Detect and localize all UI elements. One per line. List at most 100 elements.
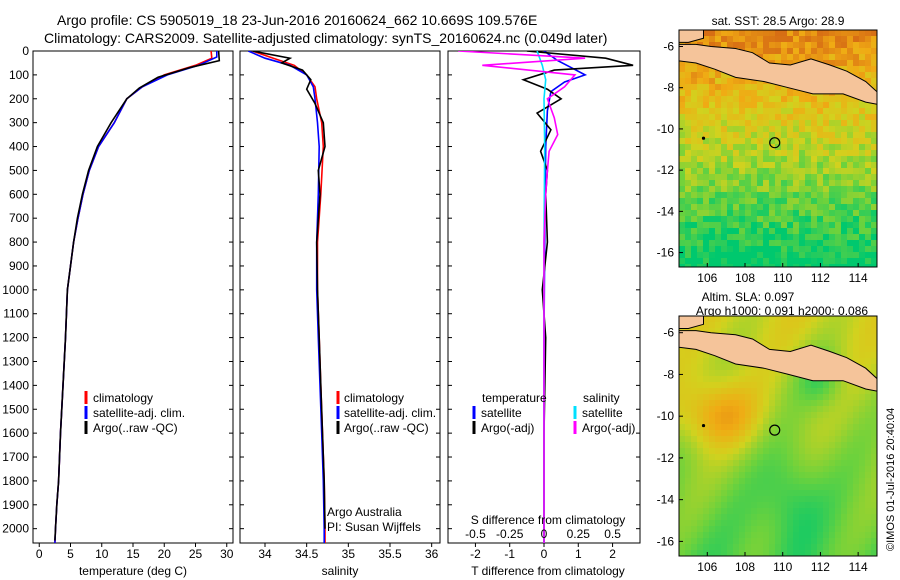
- map-cell: [733, 102, 740, 109]
- map-cell: [733, 442, 740, 449]
- map-cell: [703, 108, 710, 115]
- map-cell: [817, 538, 824, 545]
- map-cell: [841, 144, 848, 151]
- map-cell: [841, 520, 848, 527]
- y-tick-label: 1500: [2, 402, 29, 416]
- map-cell: [799, 544, 806, 551]
- map-cell: [799, 186, 806, 193]
- map-cell: [679, 78, 686, 85]
- map-cell: [811, 162, 818, 169]
- map-cell: [775, 328, 782, 335]
- map-cell: [691, 144, 698, 151]
- map-cell: [733, 144, 740, 151]
- map-cell: [865, 222, 872, 229]
- map-cell: [805, 400, 812, 407]
- map-cell: [817, 502, 824, 509]
- map-cell: [763, 240, 770, 247]
- map-cell: [847, 334, 854, 341]
- map-cell: [853, 412, 860, 419]
- map-cell: [739, 204, 746, 211]
- map-cell: [829, 484, 836, 491]
- map-cell: [709, 168, 716, 175]
- map-cell: [847, 382, 854, 389]
- map-cell: [679, 246, 686, 253]
- map-cell: [829, 138, 836, 145]
- map-cell: [739, 132, 746, 139]
- map-cell: [823, 222, 830, 229]
- map-cell: [865, 490, 872, 497]
- map-cell: [835, 334, 842, 341]
- map-cell: [811, 484, 818, 491]
- map-cell: [703, 228, 710, 235]
- map-cell: [685, 120, 692, 127]
- map-cell: [727, 168, 734, 175]
- map-cell: [697, 442, 704, 449]
- map-cell: [775, 442, 782, 449]
- map-cell: [709, 66, 716, 73]
- map-cell: [853, 400, 860, 407]
- map-cell: [715, 84, 722, 91]
- map-cell: [799, 168, 806, 175]
- map-cell: [871, 514, 877, 521]
- map-cell: [799, 30, 806, 37]
- map-cell: [703, 84, 710, 91]
- map-cell: [757, 252, 764, 259]
- map-cell: [835, 514, 842, 521]
- map-cell: [745, 400, 752, 407]
- map-cell: [751, 210, 758, 217]
- map-cell: [703, 180, 710, 187]
- map-cell: [841, 156, 848, 163]
- map-cell: [721, 544, 728, 551]
- legend-label-climatology: climatology: [93, 391, 153, 405]
- map-cell: [739, 42, 746, 49]
- map-cell: [793, 240, 800, 247]
- map-cell: [829, 508, 836, 515]
- map-cell: [745, 388, 752, 395]
- map-cell: [739, 382, 746, 389]
- map-cell: [679, 514, 686, 521]
- map-cell: [781, 108, 788, 115]
- map-cell: [697, 126, 704, 133]
- map-cell: [793, 228, 800, 235]
- map-cell: [727, 376, 734, 383]
- map-cell: [841, 246, 848, 253]
- map-cell: [793, 54, 800, 61]
- map-cell: [829, 316, 836, 323]
- map-cell: [823, 526, 830, 533]
- map-cell: [847, 328, 854, 335]
- map-cell: [703, 412, 710, 419]
- map-cell: [763, 520, 770, 527]
- map-cell: [697, 466, 704, 473]
- map-cell: [679, 376, 686, 383]
- map-cell: [721, 466, 728, 473]
- map-cell: [703, 406, 710, 413]
- map-cell: [799, 448, 806, 455]
- map-cell: [685, 484, 692, 491]
- map-cell: [733, 96, 740, 103]
- map-cell: [853, 466, 860, 473]
- map-cell: [679, 436, 686, 443]
- map-cell: [757, 162, 764, 169]
- map-cell: [823, 346, 830, 353]
- map-cell: [775, 490, 782, 497]
- map-cell: [811, 478, 818, 485]
- map-cell: [763, 406, 770, 413]
- map-cell: [733, 42, 740, 49]
- map-cell: [859, 174, 866, 181]
- map-cell: [721, 126, 728, 133]
- map-cell: [811, 204, 818, 211]
- map-cell: [847, 114, 854, 121]
- map-cell: [871, 328, 877, 335]
- map-cell: [859, 406, 866, 413]
- y-tick-label: -16: [657, 246, 675, 260]
- map-cell: [841, 340, 848, 347]
- map-cell: [817, 234, 824, 241]
- map-cell: [847, 532, 854, 539]
- map-cell: [691, 180, 698, 187]
- map-cell: [871, 472, 877, 479]
- map-cell: [841, 222, 848, 229]
- map-cell: [823, 550, 830, 556]
- map-cell: [715, 490, 722, 497]
- map-cell: [775, 550, 782, 556]
- map-cell: [727, 472, 734, 479]
